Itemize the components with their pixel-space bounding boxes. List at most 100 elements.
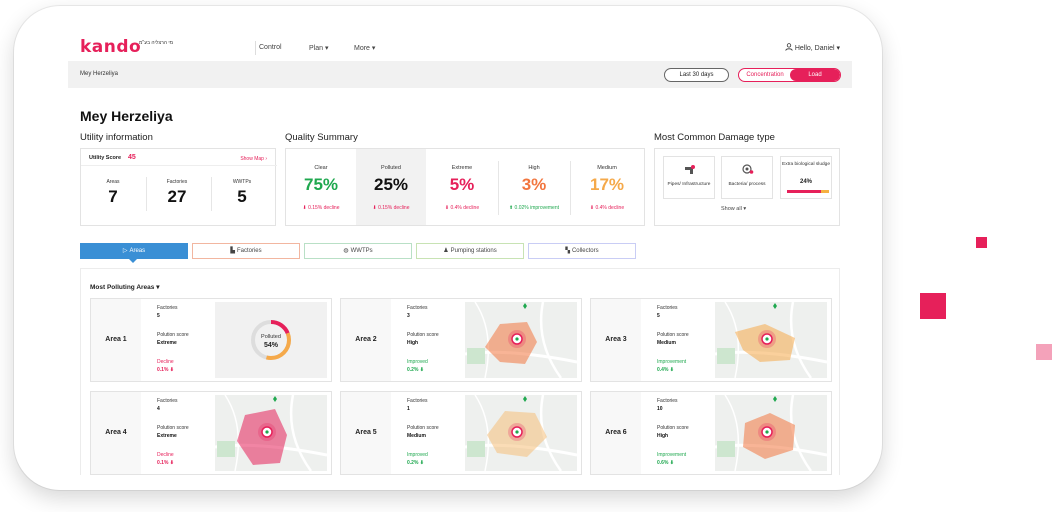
area-donut-chart: Polluted 54% (215, 302, 327, 378)
quality-item-polluted[interactable]: Polluted 25% ⬇ 0.15% decline (356, 149, 426, 225)
damage-section-title: Most Common Damage type (654, 132, 775, 143)
map-svg (714, 301, 828, 379)
factories-label: Factories (407, 398, 428, 404)
marker-dot (265, 430, 269, 434)
tab-wwtps[interactable]: ◍ WWTPs (304, 243, 412, 259)
pollution-zone (485, 322, 537, 364)
map-park (467, 348, 485, 364)
deco-square-red-small (976, 237, 987, 248)
show-map-link[interactable]: Show Map › (240, 156, 267, 162)
quality-item-extreme[interactable]: Extreme 5% ⬇ 0.4% decline (426, 149, 498, 225)
area-name: Area 3 (591, 299, 641, 381)
area-name: Area 2 (341, 299, 391, 381)
score-label: Polution score (157, 332, 189, 338)
tab-collectors[interactable]: ▚ Collectors (528, 243, 636, 259)
pollution-zone (237, 409, 287, 465)
tab-pumping-stations[interactable]: ♟ Pumping stations (416, 243, 524, 259)
quality-label: Polluted (381, 165, 401, 171)
tablet-frame: kando מי הרצליה בע"מ Control Plan ▾ More… (14, 6, 882, 490)
area-name: Area 1 (91, 299, 141, 381)
toggle-concentration[interactable]: Concentration (746, 72, 784, 78)
factories-label: Factories (407, 305, 428, 311)
factories-value: 1 (407, 406, 410, 412)
trend-value: 0.1% ⬇ (157, 367, 174, 373)
trend-value: 0.2% ⬇ (407, 460, 424, 466)
trend-value: 0.4% ⬇ (657, 367, 674, 373)
area-card-5[interactable]: Area 5 Factories 1 Polution score Medium Impr… (340, 391, 582, 475)
damage-item-sludge[interactable]: Extra biological sludge 24% (780, 156, 832, 199)
area-card-6[interactable]: Area 6 Factories 10 Polution score High Impro… (590, 391, 832, 475)
areas-panel: Most Polluting Areas ▾ Area 1 Factories 5 P… (80, 268, 840, 475)
area-map (214, 394, 328, 472)
most-polluting-areas-dropdown[interactable]: Most Polluting Areas ▾ (90, 284, 160, 291)
tab-areas[interactable]: ▷ Areas (80, 243, 188, 259)
trend-label: Improvement (657, 452, 687, 458)
factories-label: Factories (157, 305, 178, 311)
map-park (467, 441, 485, 457)
factories-label: Factories (657, 398, 678, 404)
score-label: Polution score (157, 425, 189, 431)
damage-percent: 24% (799, 179, 812, 185)
quality-change: ⬆ 0.02% improvement (508, 205, 560, 211)
score-value: High (657, 433, 669, 439)
nav-control[interactable]: Control (259, 44, 282, 51)
user-icon (785, 43, 793, 51)
trend-label: Improved (407, 359, 428, 365)
quality-label: Clear (314, 165, 328, 171)
tab-label: Factories (236, 248, 262, 254)
date-range-button[interactable]: Last 30 days (664, 68, 729, 82)
area-card-4[interactable]: Area 4 Factories 4 Polution score Extreme Dec… (90, 391, 332, 475)
area-map (464, 394, 578, 472)
quality-change: ⬇ 0.4% decline (444, 205, 480, 211)
cursor-icon: ▷ (122, 248, 128, 254)
sub-toolbar: Mey Herzeliya Last 30 days Concentration… (68, 61, 852, 88)
map-park (717, 348, 735, 364)
nav-plan[interactable]: Plan ▾ (309, 45, 329, 52)
quality-label: Extreme (451, 165, 473, 171)
user-menu[interactable]: Hello, Daniel ▾ (785, 43, 840, 52)
utility-card: Utility Score 45 Show Map › Areas 7 Fact… (80, 148, 277, 226)
quality-label: Medium (597, 165, 617, 171)
quality-change: ⬇ 0.15% decline (372, 205, 410, 211)
kando-logo[interactable]: kando (80, 37, 142, 57)
factories-value: 10 (657, 406, 663, 412)
damage-item-bacteria[interactable]: Bacteria/ process (721, 156, 773, 199)
score-label: Polution score (657, 332, 689, 338)
score-value: Medium (407, 433, 426, 439)
factories-value: 5 (657, 313, 660, 319)
quality-item-high[interactable]: High 3% ⬆ 0.02% improvement (498, 149, 570, 225)
stat-label: Areas (106, 179, 120, 185)
area-card-3[interactable]: Area 3 Factories 5 Polution score Medium Impr… (590, 298, 832, 382)
damage-item-pipes[interactable]: Pipes/ Infrastructure (663, 156, 715, 199)
score-label: Polution score (657, 425, 689, 431)
area-map (464, 301, 578, 379)
toggle-load[interactable]: Load (790, 69, 840, 81)
top-navigation: kando מי הרצליה בע"מ Control Plan ▾ More… (68, 31, 852, 61)
pump-icon: ♟ (443, 248, 449, 254)
map-road (539, 301, 563, 379)
tab-factories[interactable]: ▙ Factories (192, 243, 300, 259)
score-label: Polution score (407, 332, 439, 338)
factories-value: 3 (407, 313, 410, 319)
breadcrumb[interactable]: Mey Herzeliya (80, 71, 119, 77)
quality-item-medium[interactable]: Medium 17% ⬇ 0.4% decline (570, 149, 644, 225)
nav-more[interactable]: More ▾ (354, 45, 376, 52)
quality-label: High (528, 165, 540, 171)
tab-label: Collectors (571, 248, 599, 254)
map-svg (714, 394, 828, 472)
page-title: Mey Herzeliya (80, 108, 173, 124)
stat-label: WWTPs (232, 179, 252, 185)
quality-item-clear[interactable]: Clear 75% ⬇ 0.15% decline (286, 149, 356, 225)
area-card-2[interactable]: Area 2 Factories 3 Polution score High Improv… (340, 298, 582, 382)
trend-label: Improved (407, 452, 428, 458)
map-road (474, 394, 490, 472)
show-all-button[interactable]: Show all ▾ (721, 206, 747, 212)
tab-label: Pumping stations (450, 248, 497, 254)
marker-dot (765, 430, 769, 434)
active-tab-pointer (129, 259, 137, 263)
score-label: Polution score (407, 425, 439, 431)
bacteria-icon (742, 164, 754, 174)
quality-divider (498, 161, 499, 215)
area-card-1[interactable]: Area 1 Factories 5 Polution score Extreme Dec… (90, 298, 332, 382)
